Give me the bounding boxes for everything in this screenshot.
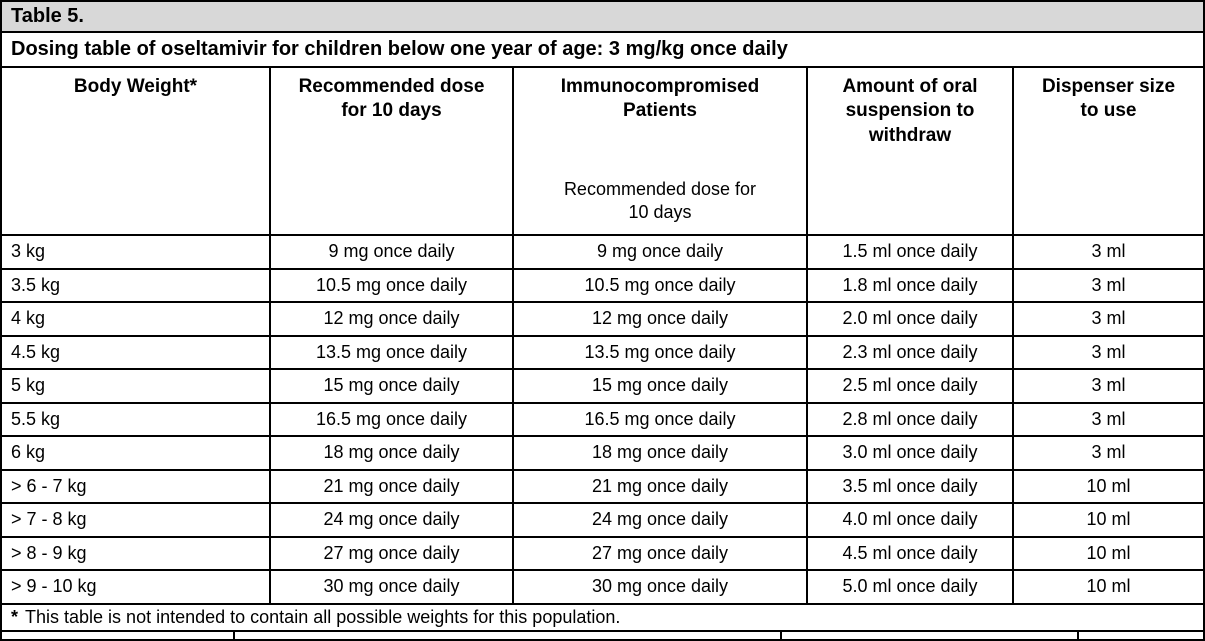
cell-recommended-dose: 21 mg once daily [271, 470, 514, 502]
cell-suspension-amount: 3.0 ml once daily [808, 437, 1014, 469]
cell-dispenser-size: 3 ml [1091, 274, 1126, 295]
cell-suspension-amount: 1.8 ml once daily [808, 269, 1014, 301]
cell-body-weight: 5 kg [2, 370, 271, 402]
cell-body-weight: > 9 - 10 kg [2, 571, 271, 603]
cell-dispenser-size: 10 ml [1086, 475, 1131, 496]
cell-immunocompromised-dose: 24 mg once daily [514, 504, 808, 536]
cell-immunocompromised-dose: 30 mg once daily [514, 571, 808, 603]
cell-body-weight: 4.5 kg [2, 336, 271, 368]
cell-dispenser-size: 10 ml [1086, 576, 1131, 597]
cell-immunocompromised-dose: 21 mg once daily [514, 470, 808, 502]
cell-body-weight: > 8 - 9 kg [2, 537, 271, 569]
header-dispenser-size: Dispenser size to use [1014, 68, 1203, 234]
cell-dispenser-size: 10 ml [1086, 542, 1131, 563]
cell-body-weight: 4 kg [2, 303, 271, 335]
header-body-weight: Body Weight* [2, 68, 271, 234]
cell-suspension-amount: 4.0 ml once daily [808, 504, 1014, 536]
cell-immunocompromised-dose: 10.5 mg once daily [514, 269, 808, 301]
cell-suspension-amount: 3.5 ml once daily [808, 470, 1014, 502]
cell-suspension-amount: 2.8 ml once daily [808, 403, 1014, 435]
table-label-bar: Table 5. [2, 2, 1203, 33]
cell-dispenser-size: 3 ml [1091, 375, 1126, 396]
cell-body-weight: 3.5 kg [2, 269, 271, 301]
partial-column-divider [233, 631, 235, 639]
cell-suspension-amount: 2.5 ml once daily [808, 370, 1014, 402]
table-row: 5 kg 15 mg once daily 15 mg once daily 2… [2, 370, 1203, 404]
cell-suspension-amount: 2.0 ml once daily [808, 303, 1014, 335]
cell-suspension-amount: 1.5 ml once daily [808, 236, 1014, 268]
cell-dispenser-size: 3 ml [1091, 442, 1126, 463]
cell-recommended-dose: 27 mg once daily [271, 537, 514, 569]
cell-recommended-dose: 16.5 mg once daily [271, 403, 514, 435]
partial-column-divider [780, 631, 782, 639]
cell-recommended-dose: 12 mg once daily [271, 303, 514, 335]
partial-next-row [2, 631, 1203, 639]
cell-immunocompromised-dose: 18 mg once daily [514, 437, 808, 469]
cell-recommended-dose: 13.5 mg once daily [271, 336, 514, 368]
cell-body-weight: > 7 - 8 kg [2, 504, 271, 536]
cell-immunocompromised-dose: 9 mg once daily [514, 236, 808, 268]
header-suspension-amount: Amount of oral suspension to withdraw [808, 68, 1014, 234]
table-label: Table 5. [11, 5, 84, 27]
cell-recommended-dose: 10.5 mg once daily [271, 269, 514, 301]
cell-dispenser-size: 3 ml [1091, 308, 1126, 329]
cell-body-weight: 5.5 kg [2, 403, 271, 435]
cell-dispenser-size: 3 ml [1091, 241, 1126, 262]
cell-dispenser-size: 10 ml [1086, 509, 1131, 530]
cell-body-weight: 6 kg [2, 437, 271, 469]
cell-body-weight: > 6 - 7 kg [2, 470, 271, 502]
table-row: > 8 - 9 kg 27 mg once daily 27 mg once d… [2, 537, 1203, 571]
header-immunocompromised-subheader: Recommended dose for 10 days [563, 178, 757, 222]
cell-body-weight: 3 kg [2, 236, 271, 268]
cell-suspension-amount: 2.3 ml once daily [808, 336, 1014, 368]
table-row: > 7 - 8 kg 24 mg once daily 24 mg once d… [2, 504, 1203, 538]
table-row: 3.5 kg 10.5 mg once daily 10.5 mg once d… [2, 269, 1203, 303]
cell-suspension-amount: 5.0 ml once daily [808, 571, 1014, 603]
table-title: Dosing table of oseltamivir for children… [11, 38, 788, 60]
header-suspension-amount-label: Amount of oral suspension to withdraw [842, 76, 978, 146]
cell-recommended-dose: 15 mg once daily [271, 370, 514, 402]
cell-suspension-amount: 4.5 ml once daily [808, 537, 1014, 569]
table-row: > 9 - 10 kg 30 mg once daily 30 mg once … [2, 571, 1203, 605]
cell-immunocompromised-dose: 13.5 mg once daily [514, 336, 808, 368]
cell-recommended-dose: 18 mg once daily [271, 437, 514, 469]
cell-dispenser-size: 3 ml [1091, 341, 1126, 362]
cell-recommended-dose: 9 mg once daily [271, 236, 514, 268]
footnote-asterisk: * [11, 606, 19, 627]
cell-dispenser-size: 3 ml [1091, 408, 1126, 429]
table-title-row: Dosing table of oseltamivir for children… [2, 33, 1203, 68]
table-row: 4 kg 12 mg once daily 12 mg once daily 2… [2, 303, 1203, 337]
cell-immunocompromised-dose: 16.5 mg once daily [514, 403, 808, 435]
table-row: 6 kg 18 mg once daily 18 mg once daily 3… [2, 437, 1203, 471]
table-header-row: Body Weight* Recommended dose for 10 day… [2, 68, 1203, 236]
header-recommended-dose-label: Recommended dose for 10 days [298, 76, 485, 122]
header-recommended-dose: Recommended dose for 10 days [271, 68, 514, 234]
cell-immunocompromised-dose: 15 mg once daily [514, 370, 808, 402]
cell-recommended-dose: 30 mg once daily [271, 571, 514, 603]
table-row: 5.5 kg 16.5 mg once daily 16.5 mg once d… [2, 403, 1203, 437]
cell-immunocompromised-dose: 27 mg once daily [514, 537, 808, 569]
cell-recommended-dose: 24 mg once daily [271, 504, 514, 536]
footnote-text: This table is not intended to contain al… [25, 606, 621, 627]
table-footnote: * This table is not intended to contain … [2, 605, 1203, 632]
header-immunocompromised-label: Immunocompromised Patients [560, 76, 760, 122]
table-row: 4.5 kg 13.5 mg once daily 13.5 mg once d… [2, 336, 1203, 370]
table-row: 3 kg 9 mg once daily 9 mg once daily 1.5… [2, 236, 1203, 270]
header-body-weight-label: Body Weight* [73, 76, 198, 97]
table-row: > 6 - 7 kg 21 mg once daily 21 mg once d… [2, 470, 1203, 504]
partial-column-divider [1077, 631, 1079, 639]
header-immunocompromised: Immunocompromised Patients Recommended d… [514, 68, 808, 234]
cell-immunocompromised-dose: 12 mg once daily [514, 303, 808, 335]
header-dispenser-size-label: Dispenser size to use [1041, 76, 1176, 122]
